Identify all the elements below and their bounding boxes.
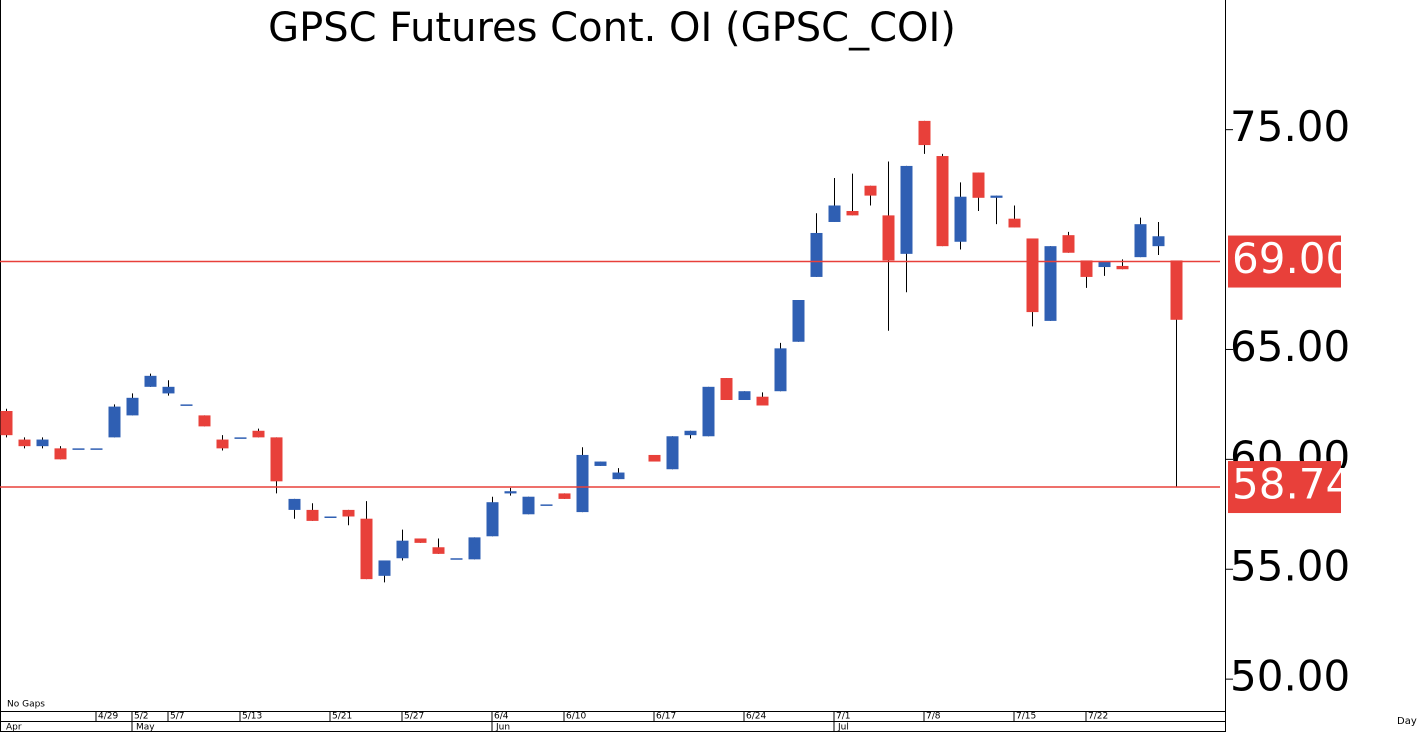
candle-body [72, 448, 85, 450]
candle-body [54, 448, 67, 460]
candle-body [954, 196, 967, 242]
x-tick-label: 7/15 [1016, 712, 1036, 722]
x-tick-label: 6/4 [494, 712, 509, 722]
candle-body [1008, 218, 1021, 228]
y-tick-label: 50.00 [1230, 652, 1350, 701]
x-tick-label: 6/17 [656, 712, 676, 722]
candle-body [720, 378, 733, 401]
candle-body [90, 448, 103, 450]
candle-body [594, 461, 607, 466]
price-label: 58.74 [1232, 460, 1352, 509]
month-label: Apr [6, 723, 22, 732]
price-label: 69.00 [1232, 234, 1352, 283]
candle-body [270, 437, 283, 482]
candle-body [144, 375, 157, 387]
candle-body [162, 386, 175, 394]
candle-body [1062, 235, 1075, 253]
candle-body [918, 120, 931, 146]
x-tick-label: 7/22 [1088, 712, 1108, 722]
x-tick-label: 6/24 [746, 712, 766, 722]
candle-body [18, 439, 31, 447]
candle-body [504, 491, 517, 494]
candle-body [774, 348, 787, 392]
candle-body [576, 454, 589, 513]
candle-body [828, 205, 841, 222]
candle-body [810, 232, 823, 277]
candle-body [378, 560, 391, 576]
x-tick-label: 5/13 [242, 712, 262, 722]
month-label: Jul [837, 723, 849, 732]
y-tick-label: 55.00 [1230, 542, 1350, 591]
candle-body [396, 540, 409, 559]
y-tick-label: 65.00 [1230, 322, 1350, 371]
candle-body [540, 504, 553, 506]
candle-body [1170, 260, 1183, 320]
candle-body [1026, 238, 1039, 313]
candle-body [684, 430, 697, 436]
candle-body [936, 156, 949, 247]
candle-body [612, 472, 625, 480]
candle-body [468, 537, 481, 560]
candle-body [1080, 260, 1093, 277]
candle-body [702, 386, 715, 437]
candle-body [792, 300, 805, 342]
candle-body [414, 538, 427, 543]
period-label: Day [1397, 716, 1417, 727]
candle-body [1098, 261, 1111, 268]
candle-body [666, 436, 679, 470]
x-tick-label: 5/7 [170, 712, 184, 722]
candle-body [1116, 265, 1129, 270]
candle-body [882, 215, 895, 261]
candle-body [756, 396, 769, 406]
candle-body [288, 498, 301, 510]
price-label-box [1228, 461, 1341, 514]
candle-body [1134, 224, 1147, 258]
candle-body [252, 430, 265, 438]
candle-body [864, 185, 877, 196]
candle-body [126, 397, 139, 416]
candle-body [486, 502, 499, 537]
x-tick-label: 4/29 [98, 712, 118, 722]
candle-body [450, 558, 463, 560]
candle-body [198, 415, 211, 427]
x-tick-label: 6/10 [566, 712, 586, 722]
x-tick-label: 7/1 [836, 712, 850, 722]
candle-body [180, 404, 193, 406]
candle-body [900, 165, 913, 254]
candle-body [1152, 236, 1165, 247]
x-tick-label: 5/27 [404, 712, 424, 722]
x-tick-label: 7/8 [926, 712, 941, 722]
note: No Gaps [7, 700, 45, 710]
candle-body [234, 437, 247, 439]
price-label-box [1228, 235, 1341, 288]
candle-body [972, 172, 985, 198]
candle-body [990, 195, 1003, 198]
candle-body [324, 516, 337, 518]
candle-body [360, 518, 373, 580]
month-label: Jun [495, 723, 510, 732]
candle-body [738, 391, 751, 401]
candle-body [522, 496, 535, 515]
candle-body [216, 439, 229, 449]
candle-body [846, 210, 859, 216]
x-tick-label: 5/2 [134, 712, 148, 722]
candle-body [0, 410, 13, 436]
x-tick-label: 5/21 [332, 712, 352, 722]
candle-body [432, 547, 445, 554]
y-tick-label: 75.00 [1230, 102, 1350, 151]
candle-body [306, 509, 319, 521]
candle-body [36, 439, 49, 447]
chart-title: GPSC Futures Cont. OI (GPSC_COI) [268, 5, 956, 51]
candle-body [342, 509, 355, 517]
candle-body [648, 454, 661, 462]
candle-body [108, 406, 121, 438]
month-label: May [136, 723, 155, 732]
candle-body [558, 493, 571, 499]
candle-body [1044, 246, 1057, 321]
